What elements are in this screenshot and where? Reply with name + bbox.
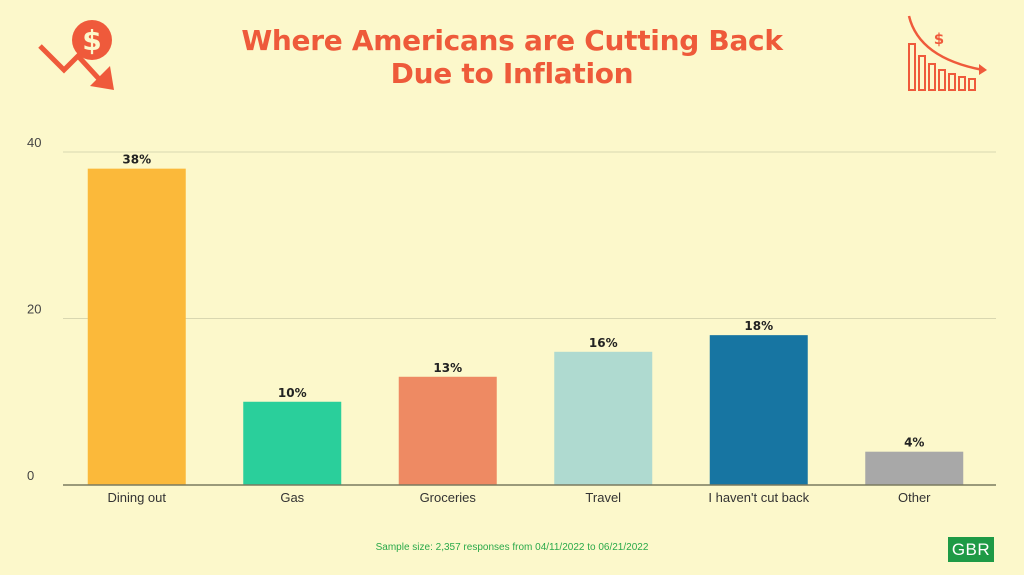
x-tick-label: Dining out — [107, 490, 166, 505]
title-line-1: Where Americans are Cutting Back — [241, 24, 783, 57]
bar — [398, 376, 497, 485]
data-label: 13% — [433, 361, 462, 375]
bar — [243, 401, 342, 485]
data-label: 18% — [744, 319, 773, 333]
gbr-logo-badge: GBR — [948, 537, 994, 562]
bar — [554, 351, 653, 485]
data-label: 38% — [122, 153, 151, 167]
y-tick-label: 40 — [27, 135, 41, 150]
dollar-declining-bars-icon: $ — [905, 14, 989, 98]
data-label: 4% — [904, 436, 924, 450]
x-tick-label: Groceries — [420, 490, 477, 505]
x-tick-label: Travel — [585, 490, 621, 505]
y-tick-label: 0 — [27, 468, 34, 483]
x-tick-label: Gas — [280, 490, 304, 505]
bar — [87, 168, 186, 485]
title-line-2: Due to Inflation — [390, 57, 634, 90]
dollar-down-arrow-icon: $ — [38, 18, 128, 94]
x-tick-label: Other — [898, 490, 931, 505]
page-title: Where Americans are Cutting Back Due to … — [212, 24, 812, 90]
data-label: 16% — [589, 336, 618, 350]
bar — [709, 335, 808, 485]
data-label: 10% — [278, 386, 307, 400]
x-tick-label: I haven't cut back — [708, 490, 809, 505]
y-tick-label: 20 — [27, 302, 41, 317]
bar — [865, 451, 964, 485]
sample-size-note: Sample size: 2,357 responses from 04/11/… — [375, 542, 649, 553]
svg-text:$: $ — [934, 30, 944, 48]
svg-text:$: $ — [82, 24, 101, 57]
